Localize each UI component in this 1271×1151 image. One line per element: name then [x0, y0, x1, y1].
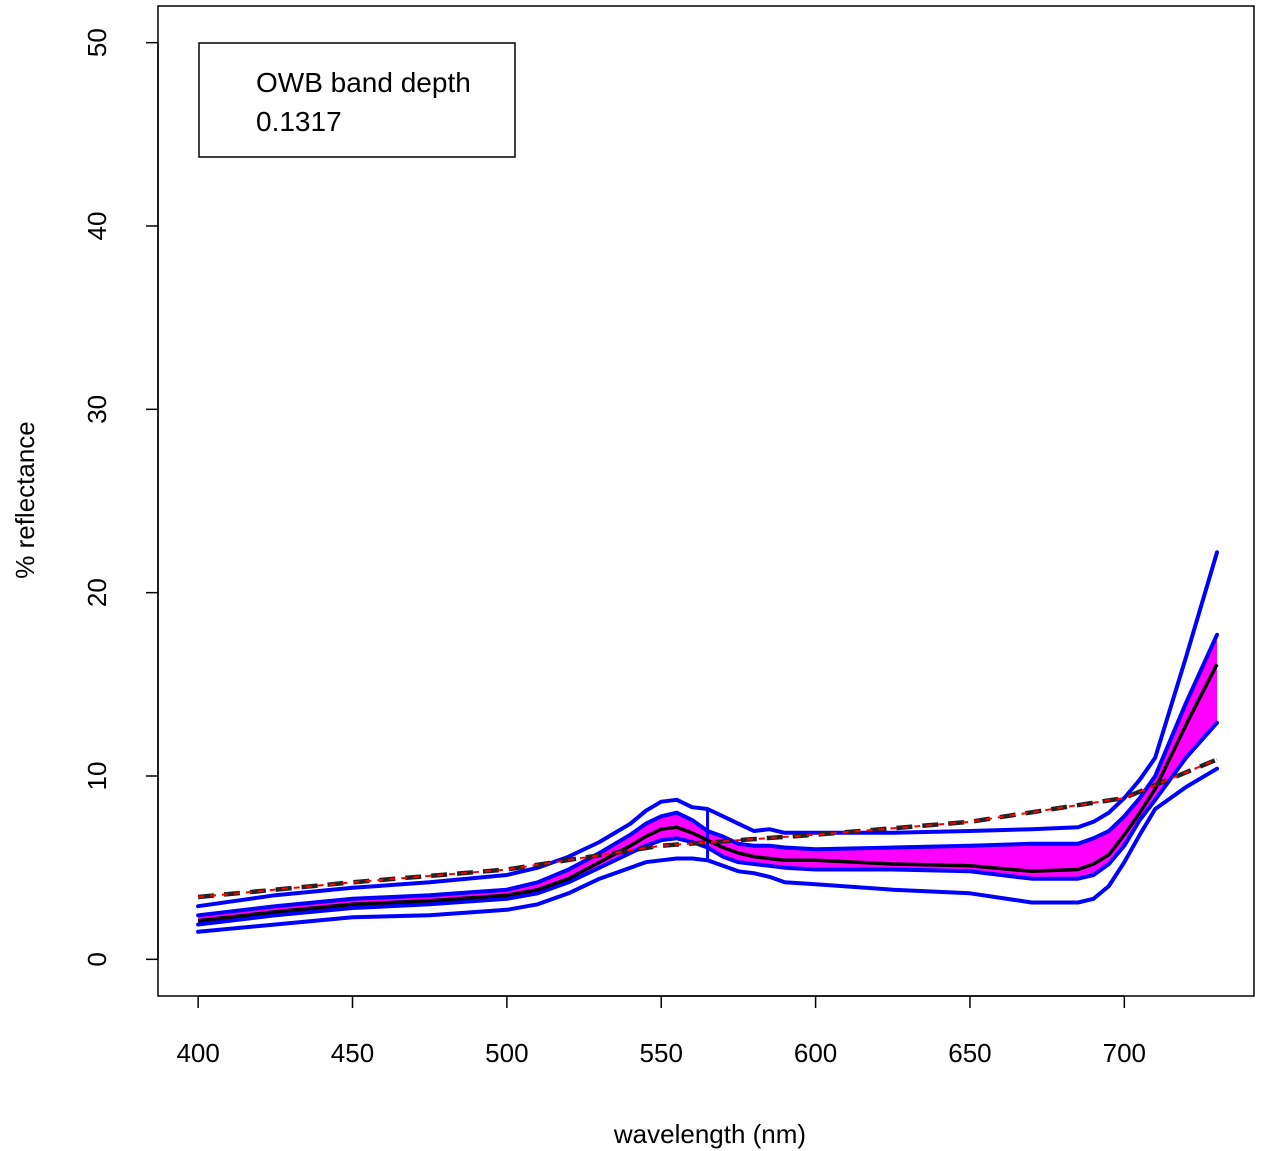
- x-axis-label: wavelength (nm): [613, 1119, 806, 1149]
- envelope-line-band-lower: [196, 720, 1219, 927]
- x-tick-label: 400: [176, 1038, 219, 1068]
- y-tick-label: 40: [82, 212, 112, 241]
- y-axis-label: % reflectance: [10, 421, 40, 579]
- y-tick-label: 50: [82, 28, 112, 57]
- x-tick-label: 500: [485, 1038, 528, 1068]
- series-layer: [196, 550, 1219, 934]
- x-tick-label: 700: [1103, 1038, 1146, 1068]
- legend-title: OWB band depth: [256, 67, 471, 98]
- x-tick-label: 450: [331, 1038, 374, 1068]
- x-axis: 400 450 500 550 600 650 700: [176, 995, 1146, 1068]
- y-tick-label: 20: [82, 578, 112, 607]
- x-tick-label: 650: [948, 1038, 991, 1068]
- legend-value: 0.1317: [256, 106, 342, 137]
- mean-line: [197, 663, 1219, 923]
- y-tick-label: 10: [82, 762, 112, 791]
- x-tick-label: 550: [640, 1038, 683, 1068]
- envelope-line-outer-upper: [196, 550, 1219, 909]
- y-axis: 0 10 20 30 40 50: [82, 28, 159, 967]
- legend-box: [198, 42, 516, 158]
- confidence-band: [198, 634, 1218, 925]
- y-tick-label: 0: [82, 952, 112, 966]
- legend: OWB band depth 0.1317: [198, 42, 516, 158]
- x-tick-label: 600: [794, 1038, 837, 1068]
- y-tick-label: 30: [82, 395, 112, 424]
- envelope-line-outer-lower: [196, 766, 1219, 934]
- hull-dotted-line: [198, 758, 1218, 898]
- envelope-line-band-upper: [196, 632, 1219, 918]
